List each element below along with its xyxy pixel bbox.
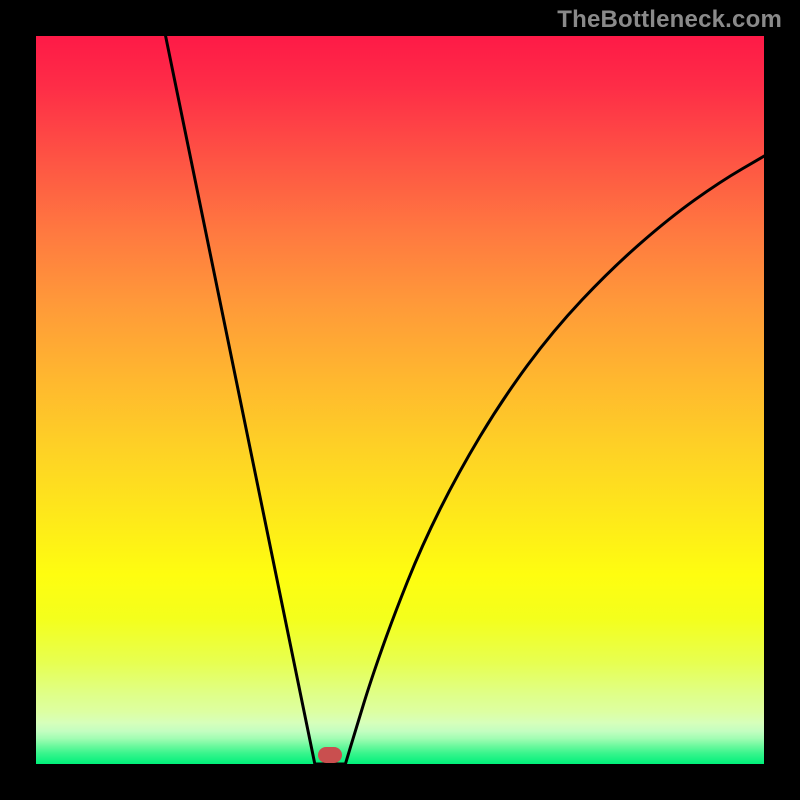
watermark-text: TheBottleneck.com: [557, 6, 782, 34]
bottleneck-curve: [36, 36, 764, 764]
bottleneck-marker: [318, 747, 342, 763]
chart-canvas: TheBottleneck.com: [0, 0, 800, 800]
plot-area: [36, 36, 764, 764]
